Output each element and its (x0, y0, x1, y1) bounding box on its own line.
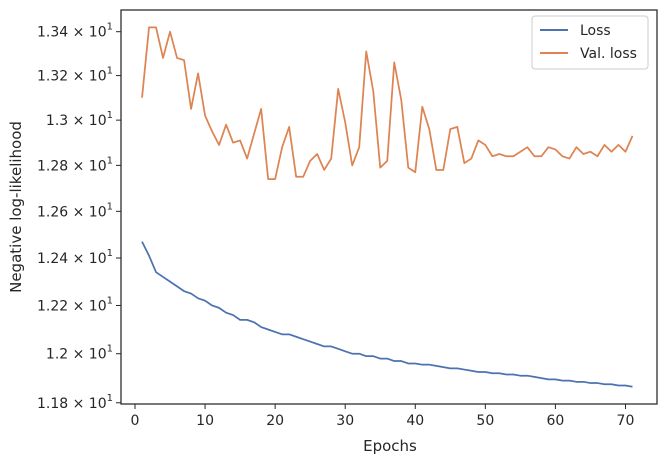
tick-marks: 0 10 20 30 40 50 60 70 1.18 × 101 1.2 × 101 1.22 ×… (37, 22, 634, 429)
x-tick-label: 0 (131, 413, 140, 429)
series-line-val-loss (141, 26, 634, 180)
x-tick-label: 70 (617, 413, 635, 429)
series-lines (141, 26, 634, 388)
x-axis-label: Epochs (363, 437, 417, 455)
x-tick-label: 40 (406, 413, 424, 429)
y-tick-label: 1.22 × 101 (37, 295, 113, 314)
series-line-loss (141, 241, 633, 388)
y-axis-label: Negative log-likelihood (7, 121, 25, 293)
y-tick-label: 1.32 × 101 (37, 66, 113, 85)
y-tick-label: 1.3 × 101 (46, 110, 113, 129)
x-tick-label: 20 (266, 413, 284, 429)
y-tick-label: 1.24 × 101 (37, 248, 113, 267)
y-tick-label: 1.26 × 101 (37, 201, 113, 220)
legend: Loss Val. loss (531, 15, 649, 70)
x-tick-label: 30 (336, 413, 354, 429)
y-tick-label: 1.18 × 101 (37, 393, 113, 412)
x-tick-label: 50 (476, 413, 494, 429)
axes (120, 9, 658, 405)
legend-label-val-loss: Val. loss (580, 46, 637, 62)
legend-label-loss: Loss (580, 23, 611, 39)
x-tick-label: 60 (546, 413, 564, 429)
plot-frame (120, 9, 658, 405)
y-tick-label: 1.34 × 101 (37, 22, 113, 41)
x-tick-label: 10 (196, 413, 214, 429)
y-tick-label: 1.28 × 101 (37, 155, 113, 174)
y-tick-label: 1.2 × 101 (46, 344, 113, 363)
